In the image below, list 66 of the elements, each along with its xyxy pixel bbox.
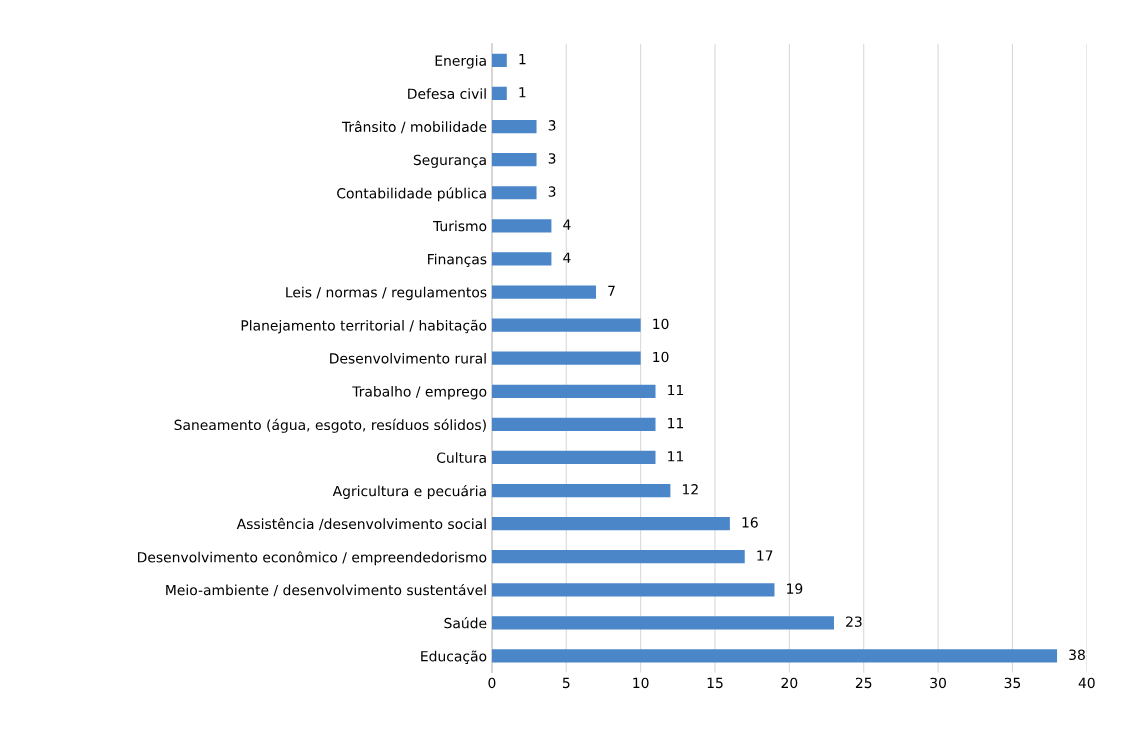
- y-tick-label: Saúde: [444, 617, 487, 629]
- y-tick-label: Segurança: [413, 154, 486, 168]
- data-label: 11: [668, 451, 684, 462]
- x-tick-label: 20: [781, 677, 798, 689]
- data-label: 11: [668, 418, 684, 429]
- bar: [491, 649, 1058, 663]
- bar: [491, 517, 730, 531]
- bar: [491, 417, 656, 431]
- y-tick-label: Energia: [435, 55, 486, 69]
- data-label: 7: [608, 285, 615, 296]
- x-tick-label: 10: [633, 677, 649, 689]
- bar: [491, 285, 597, 299]
- y-tick-label: Educação: [421, 650, 487, 664]
- data-label: 1: [519, 54, 526, 65]
- y-tick-label: Desenvolvimento rural: [330, 352, 486, 364]
- x-tick-label: 15: [707, 677, 723, 689]
- bar: [491, 86, 507, 101]
- bar: [491, 252, 552, 266]
- y-tick-label: Desenvolvimento econômico / empreendedorismo: [138, 551, 487, 566]
- x-tick-label: 0: [488, 677, 496, 689]
- data-label: 4: [563, 219, 571, 230]
- data-label: 10: [653, 318, 669, 330]
- bar: [491, 186, 537, 200]
- bar: [491, 318, 641, 332]
- data-label: 19: [787, 583, 803, 594]
- y-tick-label: Assistência /desenvolvimento social: [236, 517, 486, 531]
- data-label: 10: [653, 351, 669, 363]
- data-label: 1: [519, 87, 526, 98]
- y-tick-label: Turismo: [433, 220, 487, 232]
- data-label: 23: [846, 616, 862, 627]
- bar: [491, 550, 745, 564]
- y-tick-label: Leis / normas / regulamentos: [286, 286, 487, 301]
- bar: [491, 53, 507, 68]
- data-label: 17: [757, 550, 773, 561]
- y-tick-label: Saneamento (água, esgoto, resíduos sólidos): [174, 418, 486, 433]
- y-tick-label: Meio-ambiente / desenvolvimento sustentável: [166, 583, 486, 597]
- data-label: 4: [563, 252, 571, 263]
- y-tick-label: Contabilidade pública: [337, 187, 486, 202]
- y-tick-label: Agricultura e pecuária: [332, 484, 486, 499]
- y-tick-label: Finanças: [428, 253, 487, 267]
- bar: [491, 119, 537, 134]
- y-tick-label: Planejamento territorial / habitação: [241, 319, 487, 334]
- bar: [491, 384, 656, 398]
- y-tick-label: Cultura: [437, 452, 486, 463]
- data-label: 3: [548, 120, 556, 131]
- bar: [491, 450, 656, 465]
- data-label: 16: [742, 517, 758, 528]
- x-tick-label: 40: [1078, 677, 1095, 689]
- bar: [491, 153, 537, 167]
- data-label: 3: [548, 186, 556, 197]
- data-label: 38: [1069, 649, 1085, 661]
- x-tick-label: 5: [562, 677, 570, 689]
- y-tick-label: Trabalho / emprego: [352, 386, 487, 400]
- data-label: 11: [668, 384, 684, 396]
- bar: [491, 616, 834, 630]
- y-tick-label: Defesa civil: [408, 88, 486, 99]
- bar: [491, 219, 552, 233]
- x-tick-label: 30: [930, 677, 946, 689]
- y-tick-label: Trânsito / mobilidade: [341, 120, 487, 134]
- x-tick-label: 35: [1004, 677, 1021, 689]
- bar: [491, 483, 671, 498]
- data-label: 12: [683, 484, 698, 495]
- bar: [491, 583, 775, 597]
- data-label: 3: [548, 153, 556, 164]
- bar: [491, 351, 641, 365]
- x-tick-label: 25: [855, 677, 872, 689]
